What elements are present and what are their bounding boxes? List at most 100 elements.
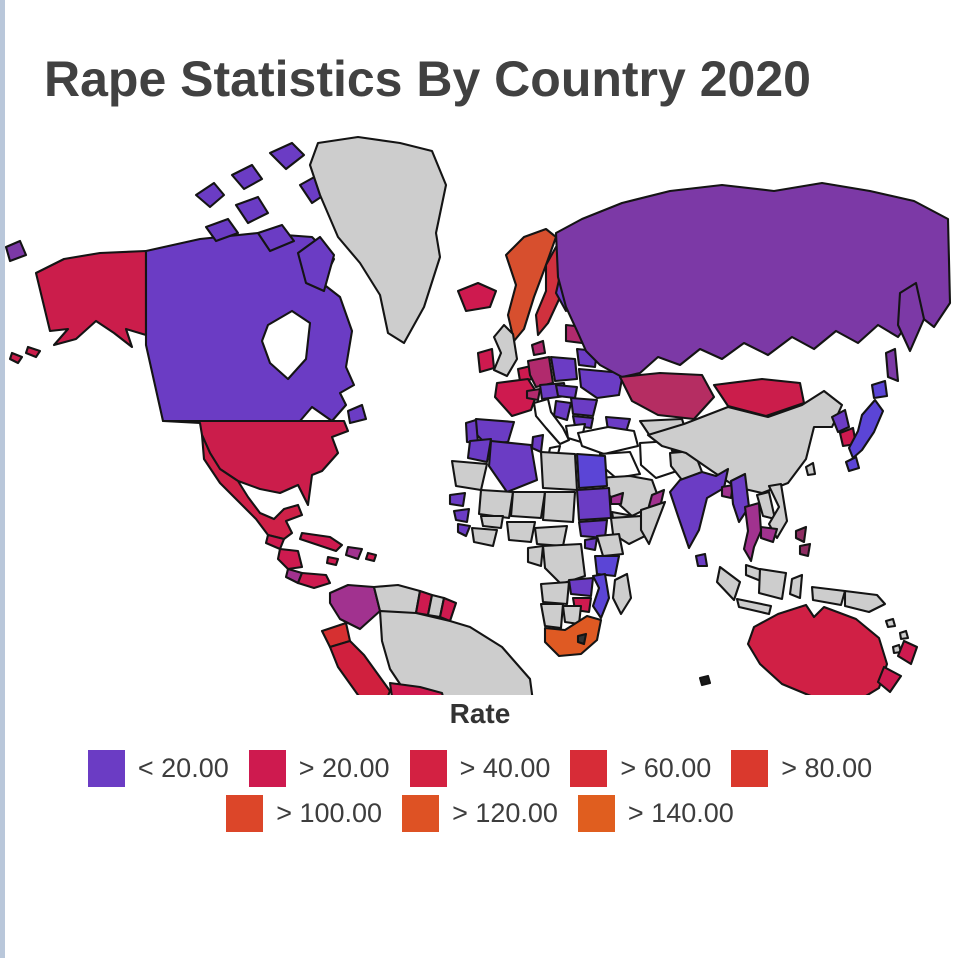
region-france[interactable] xyxy=(493,377,539,418)
region-tunisia[interactable] xyxy=(530,433,545,454)
region-philippines-north[interactable] xyxy=(794,525,808,544)
region-serbia-balkans[interactable] xyxy=(552,399,573,422)
region-gabon-congo[interactable] xyxy=(526,544,545,568)
region-new-zealand-south[interactable] xyxy=(876,665,903,694)
region-papua-new-guinea[interactable] xyxy=(843,589,887,614)
region-burkina-faso[interactable] xyxy=(479,514,505,530)
region-china[interactable] xyxy=(646,389,844,495)
region-cuba[interactable] xyxy=(298,531,344,553)
region-eritrea[interactable] xyxy=(609,491,625,506)
region-bangladesh[interactable] xyxy=(720,483,735,500)
region-south-africa[interactable] xyxy=(543,614,603,658)
region-japan-honshu[interactable] xyxy=(847,398,885,460)
region-kerguelen-island[interactable] xyxy=(698,674,712,687)
region-tanzania[interactable] xyxy=(593,554,621,578)
region-somalia[interactable] xyxy=(639,500,667,546)
region-philippines-south[interactable] xyxy=(798,542,812,558)
region-vietnam[interactable] xyxy=(767,482,789,540)
region-aleutians-1[interactable] xyxy=(24,345,42,359)
region-switzerland[interactable] xyxy=(525,387,542,402)
region-mexico[interactable] xyxy=(200,433,304,541)
region-alaska[interactable] xyxy=(34,249,148,349)
region-ireland[interactable] xyxy=(476,347,496,374)
region-mozambique[interactable] xyxy=(591,572,611,620)
region-romania[interactable] xyxy=(569,396,599,418)
region-turkey[interactable] xyxy=(576,425,640,456)
region-baffin-island[interactable] xyxy=(296,235,336,293)
region-drc[interactable] xyxy=(541,542,587,586)
region-denmark[interactable] xyxy=(530,339,547,357)
region-sierra-leone[interactable] xyxy=(456,522,472,538)
region-sudan[interactable] xyxy=(575,486,613,522)
region-brazil[interactable] xyxy=(378,609,534,695)
region-libya[interactable] xyxy=(539,450,579,492)
region-guinea[interactable] xyxy=(452,507,471,524)
region-honduras-nicaragua[interactable] xyxy=(276,547,304,571)
region-peru[interactable] xyxy=(328,639,392,695)
region-angola[interactable] xyxy=(539,580,571,606)
region-arctic-island-2[interactable] xyxy=(230,163,264,191)
region-thailand[interactable] xyxy=(742,501,763,563)
region-sakhalin[interactable] xyxy=(884,347,900,383)
region-egypt[interactable] xyxy=(575,452,609,490)
region-cameroon-car[interactable] xyxy=(533,524,569,548)
region-uganda[interactable] xyxy=(583,536,599,552)
region-chad[interactable] xyxy=(541,490,577,524)
region-russia-west-sliver[interactable] xyxy=(4,239,28,263)
region-algeria[interactable] xyxy=(487,439,539,494)
region-zambia[interactable] xyxy=(567,576,595,598)
region-united-kingdom[interactable] xyxy=(492,323,519,378)
region-jamaica[interactable] xyxy=(325,555,340,567)
region-panama[interactable] xyxy=(296,571,332,590)
region-arctic-island-6[interactable] xyxy=(256,223,296,253)
region-namibia[interactable] xyxy=(539,602,565,630)
region-pacific-island-2[interactable] xyxy=(898,629,910,641)
region-greenland[interactable] xyxy=(308,135,448,345)
region-japan-hokkaido[interactable] xyxy=(870,379,889,400)
region-taiwan[interactable] xyxy=(804,461,817,477)
region-java[interactable] xyxy=(735,597,773,616)
region-norway[interactable] xyxy=(504,227,558,343)
region-iceland[interactable] xyxy=(456,281,498,313)
region-pacific-island-1[interactable] xyxy=(884,617,897,629)
region-hispaniola[interactable] xyxy=(344,545,364,561)
region-ivory-coast-ghana[interactable] xyxy=(470,526,499,548)
region-sulawesi[interactable] xyxy=(788,573,804,600)
region-hungary-slovakia[interactable] xyxy=(554,383,579,400)
region-sumatra[interactable] xyxy=(715,565,742,602)
region-french-guiana[interactable] xyxy=(438,596,458,623)
region-arctic-island-4[interactable] xyxy=(234,195,270,225)
region-italy[interactable] xyxy=(532,397,571,446)
region-puerto-rico[interactable] xyxy=(364,551,378,563)
region-kenya[interactable] xyxy=(595,532,625,558)
region-usa[interactable] xyxy=(161,419,350,507)
region-borneo[interactable] xyxy=(757,567,788,601)
region-nigeria[interactable] xyxy=(505,520,537,544)
region-kazakhstan[interactable] xyxy=(618,371,716,421)
region-mali[interactable] xyxy=(477,488,515,520)
region-lesotho[interactable] xyxy=(576,632,588,646)
region-colombia[interactable] xyxy=(328,583,382,631)
region-india[interactable] xyxy=(668,467,730,550)
region-germany[interactable] xyxy=(526,355,555,389)
region-senegal[interactable] xyxy=(448,491,467,508)
region-west-papua[interactable] xyxy=(810,585,847,607)
region-bolivia[interactable] xyxy=(388,681,448,695)
region-cambodia[interactable] xyxy=(759,525,779,544)
region-australia[interactable] xyxy=(746,603,889,695)
region-japan-kyushu[interactable] xyxy=(844,455,861,473)
region-newfoundland[interactable] xyxy=(346,403,368,425)
region-morocco[interactable] xyxy=(466,437,493,464)
region-arctic-island-1[interactable] xyxy=(194,181,226,209)
region-aleutians-2[interactable] xyxy=(8,351,24,365)
region-arctic-island-5[interactable] xyxy=(204,217,240,243)
region-new-zealand-north[interactable] xyxy=(896,639,919,666)
region-russia[interactable] xyxy=(554,181,952,379)
region-niger[interactable] xyxy=(509,490,547,520)
region-north-korea[interactable] xyxy=(830,408,851,434)
region-kamchatka[interactable] xyxy=(896,281,926,353)
region-arctic-island-3[interactable] xyxy=(268,141,306,171)
region-madagascar[interactable] xyxy=(611,572,633,616)
region-mauritania[interactable] xyxy=(450,459,489,492)
region-poland[interactable] xyxy=(549,355,579,383)
